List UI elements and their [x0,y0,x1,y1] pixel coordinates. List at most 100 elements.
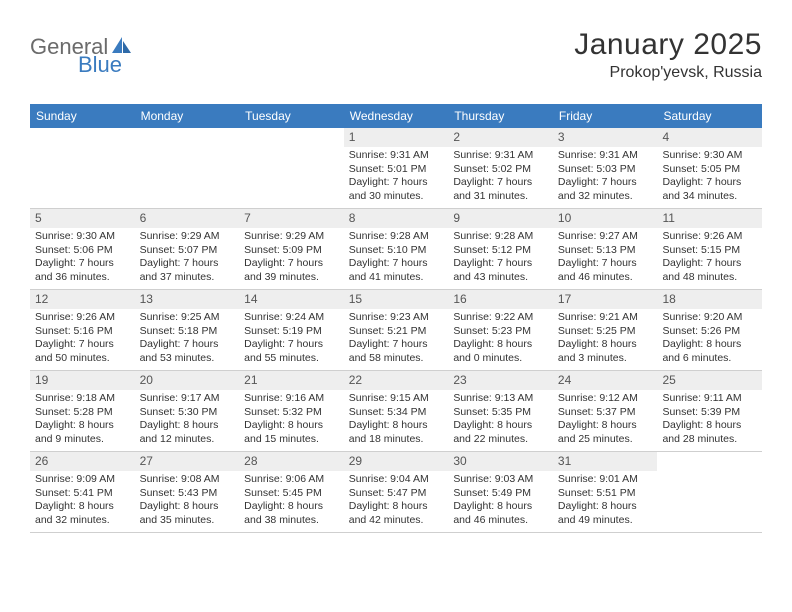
day-number: 17 [553,290,658,309]
day-number: 11 [657,209,762,228]
calendar-header-row: Sunday Monday Tuesday Wednesday Thursday… [30,104,762,128]
weekday-header: Wednesday [344,104,449,128]
calendar-cell: 14Sunrise: 9:24 AMSunset: 5:19 PMDayligh… [239,290,344,370]
calendar-row: 26Sunrise: 9:09 AMSunset: 5:41 PMDayligh… [30,452,762,533]
daylight-line2: and 55 minutes. [244,352,339,365]
sunset-text: Sunset: 5:35 PM [453,406,548,419]
sunrise-text: Sunrise: 9:26 AM [662,230,757,243]
day-number: 6 [135,209,240,228]
sunset-text: Sunset: 5:30 PM [140,406,235,419]
day-content: Sunrise: 9:17 AMSunset: 5:30 PMDaylight:… [135,390,240,450]
calendar-cell: 27Sunrise: 9:08 AMSunset: 5:43 PMDayligh… [135,452,240,532]
calendar-cell: 20Sunrise: 9:17 AMSunset: 5:30 PMDayligh… [135,371,240,451]
day-content: Sunrise: 9:26 AMSunset: 5:16 PMDaylight:… [30,309,135,369]
calendar-row: 12Sunrise: 9:26 AMSunset: 5:16 PMDayligh… [30,290,762,371]
calendar-cell: 28Sunrise: 9:06 AMSunset: 5:45 PMDayligh… [239,452,344,532]
day-number: 10 [553,209,658,228]
sunrise-text: Sunrise: 9:22 AM [453,311,548,324]
sunrise-text: Sunrise: 9:13 AM [453,392,548,405]
daylight-line2: and 46 minutes. [453,514,548,527]
sunset-text: Sunset: 5:41 PM [35,487,130,500]
calendar-cell: 15Sunrise: 9:23 AMSunset: 5:21 PMDayligh… [344,290,449,370]
daylight-line2: and 12 minutes. [140,433,235,446]
daylight-line1: Daylight: 8 hours [349,500,444,513]
day-content: Sunrise: 9:27 AMSunset: 5:13 PMDaylight:… [553,228,658,288]
calendar-cell: 12Sunrise: 9:26 AMSunset: 5:16 PMDayligh… [30,290,135,370]
sunset-text: Sunset: 5:16 PM [35,325,130,338]
day-content: Sunrise: 9:23 AMSunset: 5:21 PMDaylight:… [344,309,449,369]
daylight-line1: Daylight: 8 hours [140,500,235,513]
daylight-line2: and 25 minutes. [558,433,653,446]
calendar-cell: 29Sunrise: 9:04 AMSunset: 5:47 PMDayligh… [344,452,449,532]
sunset-text: Sunset: 5:01 PM [349,163,444,176]
calendar-cell: 8Sunrise: 9:28 AMSunset: 5:10 PMDaylight… [344,209,449,289]
sunset-text: Sunset: 5:12 PM [453,244,548,257]
sunset-text: Sunset: 5:47 PM [349,487,444,500]
day-content: Sunrise: 9:06 AMSunset: 5:45 PMDaylight:… [239,471,344,531]
sunset-text: Sunset: 5:02 PM [453,163,548,176]
sunrise-text: Sunrise: 9:12 AM [558,392,653,405]
daylight-line1: Daylight: 7 hours [244,338,339,351]
daylight-line1: Daylight: 8 hours [558,338,653,351]
daylight-line2: and 39 minutes. [244,271,339,284]
calendar-cell: 13Sunrise: 9:25 AMSunset: 5:18 PMDayligh… [135,290,240,370]
sunset-text: Sunset: 5:25 PM [558,325,653,338]
brand-part2: Blue [78,52,122,77]
sunrise-text: Sunrise: 9:20 AM [662,311,757,324]
day-number: 12 [30,290,135,309]
weekday-header: Friday [553,104,658,128]
daylight-line2: and 3 minutes. [558,352,653,365]
calendar-cell: 19Sunrise: 9:18 AMSunset: 5:28 PMDayligh… [30,371,135,451]
day-content: Sunrise: 9:11 AMSunset: 5:39 PMDaylight:… [657,390,762,450]
day-number: 3 [553,128,658,147]
sunrise-text: Sunrise: 9:31 AM [453,149,548,162]
day-number: 30 [448,452,553,471]
day-number: 23 [448,371,553,390]
calendar-cell: 10Sunrise: 9:27 AMSunset: 5:13 PMDayligh… [553,209,658,289]
daylight-line2: and 15 minutes. [244,433,339,446]
sunrise-text: Sunrise: 9:18 AM [35,392,130,405]
daylight-line1: Daylight: 8 hours [140,419,235,432]
calendar-cell: 5Sunrise: 9:30 AMSunset: 5:06 PMDaylight… [30,209,135,289]
calendar-cell: 11Sunrise: 9:26 AMSunset: 5:15 PMDayligh… [657,209,762,289]
weekday-header: Thursday [448,104,553,128]
sunrise-text: Sunrise: 9:24 AM [244,311,339,324]
calendar-cell: 16Sunrise: 9:22 AMSunset: 5:23 PMDayligh… [448,290,553,370]
daylight-line2: and 6 minutes. [662,352,757,365]
day-number: 20 [135,371,240,390]
day-number: 8 [344,209,449,228]
day-number: 15 [344,290,449,309]
calendar: Sunday Monday Tuesday Wednesday Thursday… [30,104,762,533]
day-number: 13 [135,290,240,309]
day-number: 26 [30,452,135,471]
daylight-line1: Daylight: 7 hours [244,257,339,270]
daylight-line2: and 30 minutes. [349,190,444,203]
daylight-line2: and 43 minutes. [453,271,548,284]
sunset-text: Sunset: 5:45 PM [244,487,339,500]
sunset-text: Sunset: 5:13 PM [558,244,653,257]
day-content: Sunrise: 9:31 AMSunset: 5:01 PMDaylight:… [344,147,449,207]
daylight-line1: Daylight: 7 hours [140,338,235,351]
daylight-line1: Daylight: 7 hours [662,176,757,189]
sunset-text: Sunset: 5:43 PM [140,487,235,500]
day-content: Sunrise: 9:03 AMSunset: 5:49 PMDaylight:… [448,471,553,531]
day-content: Sunrise: 9:31 AMSunset: 5:02 PMDaylight:… [448,147,553,207]
sunrise-text: Sunrise: 9:03 AM [453,473,548,486]
daylight-line2: and 32 minutes. [558,190,653,203]
day-number: 18 [657,290,762,309]
day-content: Sunrise: 9:12 AMSunset: 5:37 PMDaylight:… [553,390,658,450]
day-content: Sunrise: 9:15 AMSunset: 5:34 PMDaylight:… [344,390,449,450]
calendar-cell [135,128,240,208]
sunrise-text: Sunrise: 9:26 AM [35,311,130,324]
calendar-cell: 31Sunrise: 9:01 AMSunset: 5:51 PMDayligh… [553,452,658,532]
sunset-text: Sunset: 5:21 PM [349,325,444,338]
day-number: 9 [448,209,553,228]
calendar-cell [239,128,344,208]
daylight-line1: Daylight: 8 hours [35,419,130,432]
sunrise-text: Sunrise: 9:23 AM [349,311,444,324]
sunrise-text: Sunrise: 9:28 AM [453,230,548,243]
calendar-body: 1Sunrise: 9:31 AMSunset: 5:01 PMDaylight… [30,128,762,533]
calendar-cell: 6Sunrise: 9:29 AMSunset: 5:07 PMDaylight… [135,209,240,289]
daylight-line2: and 22 minutes. [453,433,548,446]
sunrise-text: Sunrise: 9:29 AM [244,230,339,243]
